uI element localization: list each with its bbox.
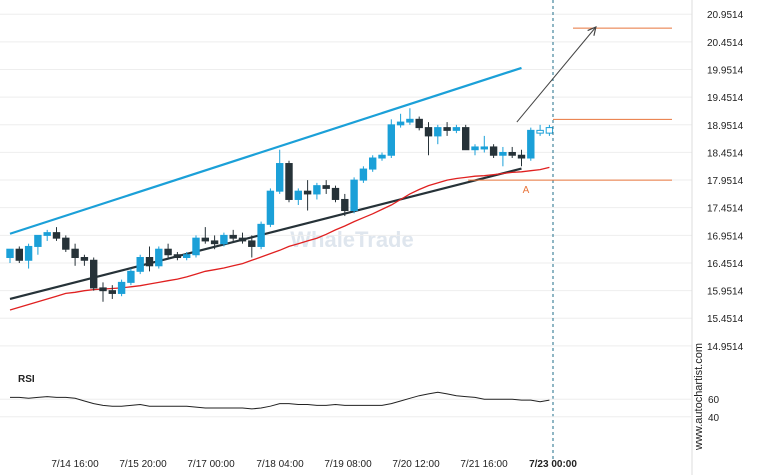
candle-body (527, 129, 535, 159)
candle-body (341, 198, 349, 212)
candle-body (136, 257, 144, 272)
candle-body (443, 127, 451, 131)
x-tick-label: 7/23 00:00 (529, 459, 577, 470)
point-label: A (523, 185, 530, 196)
candle-body (452, 127, 461, 131)
x-tick-label: 7/15 20:00 (119, 459, 167, 470)
candle-body (545, 127, 554, 134)
x-tick-label: 7/17 00:00 (187, 459, 235, 470)
candle-body (387, 124, 396, 156)
rsi-label: RSI (18, 374, 35, 385)
candle-body (396, 121, 405, 126)
rsi-panel: 60 40 (0, 391, 720, 424)
candle-body (406, 118, 414, 123)
candle-body (276, 163, 284, 192)
candle-body (536, 129, 544, 134)
candle-body (6, 248, 14, 259)
y-tick-label: 18.9514 (707, 121, 744, 132)
candle-body (183, 254, 191, 259)
candle-body (127, 270, 135, 283)
candle-body (266, 190, 275, 225)
y-tick-label: 20.9514 (707, 10, 744, 21)
candle-body (499, 151, 507, 156)
candle-body (108, 290, 116, 294)
x-tick-label: 7/21 16:00 (460, 459, 508, 470)
candle-body (24, 245, 33, 261)
channel-lines (9, 66, 522, 301)
candle-body (462, 127, 470, 151)
y-tick-label: 20.4514 (707, 38, 744, 49)
watermark: WhaleTrade (290, 227, 413, 252)
candle-body (517, 154, 526, 159)
candle-body (248, 240, 256, 247)
candle-body (313, 185, 321, 195)
x-tick-label: 7/19 08:00 (324, 459, 372, 470)
y-tick-label: 14.9514 (707, 342, 744, 353)
candle-body (415, 118, 423, 129)
candle-body (331, 187, 340, 200)
projection-line (516, 26, 597, 123)
candle-body (80, 257, 89, 261)
x-tick-label: 7/14 16:00 (51, 459, 99, 470)
y-tick-label: 19.9514 (707, 65, 744, 76)
x-axis: 7/14 16:00 7/15 20:00 7/17 00:00 7/18 04:00… (51, 459, 577, 470)
y-tick-label: 16.4514 (707, 259, 744, 270)
candle-body (43, 232, 51, 236)
y-tick-label: 16.9514 (707, 231, 744, 242)
credit-text: www.autochartist.com (693, 343, 705, 451)
candle-body (369, 157, 377, 170)
candle-body (173, 254, 182, 259)
candle-body (238, 237, 247, 242)
candle-body (71, 248, 79, 259)
candle-body (350, 179, 358, 212)
candle-body (117, 281, 126, 294)
candle-body (164, 248, 172, 256)
candle-body (285, 163, 293, 200)
y-tick-label: 17.9514 (707, 176, 744, 187)
candle-body (220, 234, 228, 245)
rsi-line (10, 391, 550, 410)
candle-body (34, 234, 42, 247)
candle-body (378, 154, 386, 159)
x-tick-label: 7/18 04:00 (256, 459, 304, 470)
candle-body (471, 146, 479, 151)
candle-body (424, 127, 433, 137)
levels: A (468, 0, 672, 460)
y-tick-label: 18.4514 (707, 148, 744, 159)
candle-body (90, 259, 98, 289)
projection-arrowhead (587, 25, 597, 36)
x-tick-label: 7/20 12:00 (392, 459, 440, 470)
candle-body (155, 248, 163, 267)
candle-body (99, 287, 107, 292)
rsi-tick-label: 60 (708, 395, 720, 406)
y-axis: 20.9514 20.4514 19.9514 19.4514 18.9514 18.45… (707, 10, 744, 353)
candle-body (201, 237, 210, 242)
candle-body (52, 232, 61, 239)
rsi-tick-label: 40 (708, 413, 720, 424)
candle-body (434, 127, 442, 137)
y-tick-label: 15.4514 (707, 314, 744, 325)
candles (6, 108, 554, 302)
candle-body (145, 257, 154, 267)
y-tick-label: 17.4514 (707, 204, 744, 215)
candle-body (15, 248, 24, 261)
candle-body (480, 146, 489, 150)
candle-body (508, 151, 516, 156)
y-tick-label: 19.4514 (707, 93, 744, 104)
channel-upper-line (9, 66, 522, 235)
y-tick-label: 15.9514 (707, 287, 744, 298)
candle-body (489, 146, 498, 156)
candle-body (62, 237, 70, 250)
candle-body (210, 240, 219, 245)
candle-body (303, 190, 312, 195)
candle-body (359, 168, 368, 181)
candle-body (229, 234, 237, 239)
candle-body (322, 185, 330, 189)
candle-body (257, 223, 265, 247)
candle-body (192, 237, 200, 256)
channel-lower-line (9, 167, 522, 301)
candle-body (294, 190, 303, 200)
